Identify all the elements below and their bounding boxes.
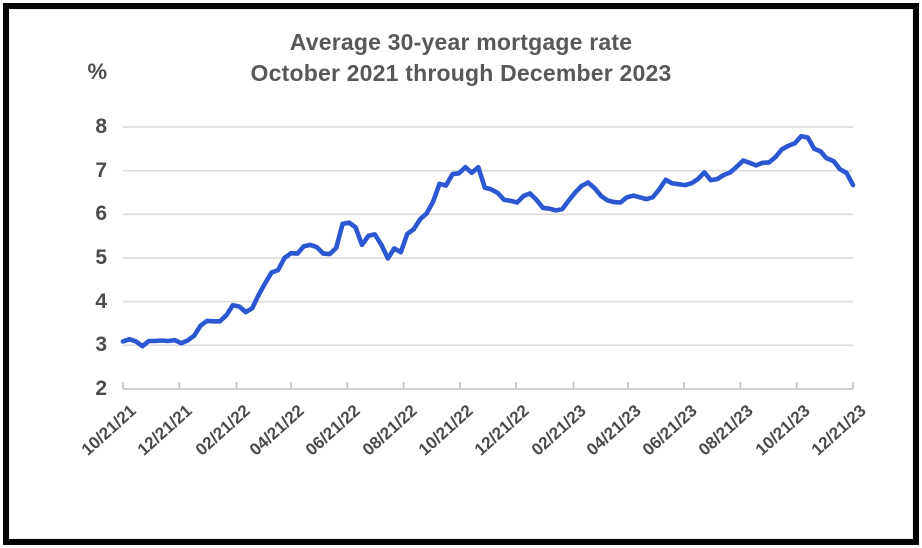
y-axis-tick-label-8: 8 bbox=[95, 115, 107, 138]
rate-line-series bbox=[120, 133, 856, 349]
y-axis-tick-label-7: 7 bbox=[95, 159, 107, 182]
chart-title-line-1: Average 30-year mortgage rate bbox=[289, 29, 633, 55]
chart-area: Average 30-year mortgage rate October 20… bbox=[9, 9, 913, 539]
chart-title-line-2: October 2021 through December 2023 bbox=[250, 60, 672, 86]
y-axis-tick-label-5: 5 bbox=[95, 246, 107, 269]
y-axis-tick-label-4: 4 bbox=[95, 290, 107, 313]
chart-frame: Average 30-year mortgage rate October 20… bbox=[3, 3, 919, 545]
y-axis-unit-label: % bbox=[87, 59, 107, 84]
mortgage-rate-line-chart bbox=[120, 126, 856, 390]
y-axis-tick-label-6: 6 bbox=[95, 202, 107, 225]
y-axis-tick-label-3: 3 bbox=[95, 333, 107, 356]
y-axis-tick-label-2: 2 bbox=[95, 377, 107, 400]
chart-title: Average 30-year mortgage rate October 20… bbox=[9, 27, 913, 89]
